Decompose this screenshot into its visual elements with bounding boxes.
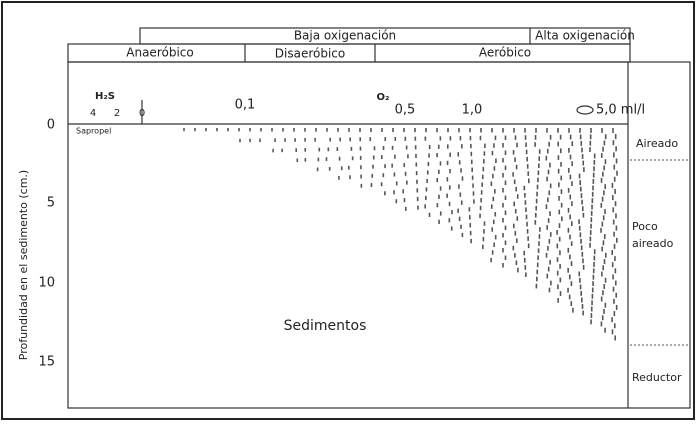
fish-icon	[576, 105, 594, 115]
zone-label-box: Poco aireado	[632, 220, 674, 250]
plot-box	[67, 61, 691, 409]
scale-tick: 1,0	[462, 103, 483, 118]
zone-label: Reductor	[632, 371, 682, 384]
scale-tick: 4	[90, 108, 96, 119]
y-tick-label: 0	[47, 118, 55, 133]
scale-tick: 5,0 ml/l	[596, 103, 645, 118]
header-label: Disaeróbico	[275, 47, 345, 61]
zone-label: Poco aireado	[632, 220, 674, 250]
scale-tick: 0,1	[235, 98, 256, 113]
scale-tick: 0,5	[395, 103, 416, 118]
y-axis-title: Profundidad en el sedimento (cm.)	[17, 170, 30, 360]
header-label: Anaeróbico	[126, 46, 193, 60]
scale-tick: 0	[139, 108, 145, 119]
y-tick-label: 5	[47, 196, 55, 211]
o2-label: O₂	[377, 92, 390, 103]
header-label: Alta oxigenación	[535, 29, 635, 43]
h2s-label: H₂S	[95, 91, 115, 102]
sapropel-label: Sapropel	[76, 127, 111, 136]
oxygen-pattern	[183, 128, 618, 341]
header-label: Aeróbico	[479, 46, 531, 60]
y-tick-label: 10	[38, 276, 55, 291]
scale-tick: 2	[114, 108, 120, 119]
zone-label: Aireado	[636, 137, 678, 150]
y-tick-label: 15	[38, 355, 55, 370]
header-label: Baja oxigenación	[294, 29, 396, 43]
sediment-label: Sedimentos	[284, 318, 367, 334]
